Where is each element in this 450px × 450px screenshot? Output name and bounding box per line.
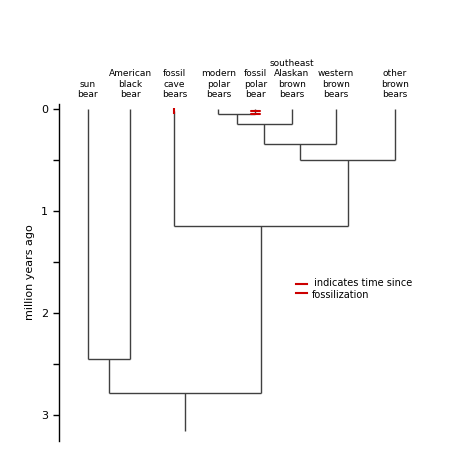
- Text: other
brown
bears: other brown bears: [381, 69, 409, 99]
- Text: southeast
Alaskan
brown
bears: southeast Alaskan brown bears: [270, 59, 315, 99]
- Text: modern
polar
bears: modern polar bears: [201, 69, 236, 99]
- Y-axis label: million years ago: million years ago: [25, 225, 36, 320]
- Text: indicates time since
fossilization: indicates time since fossilization: [311, 278, 413, 300]
- Text: western
brown
bears: western brown bears: [318, 69, 354, 99]
- Text: fossil
polar
bear: fossil polar bear: [243, 69, 267, 99]
- Text: sun
bear: sun bear: [77, 80, 98, 99]
- Text: fossil
cave
bears: fossil cave bears: [162, 69, 187, 99]
- Text: American
black
bear: American black bear: [108, 69, 152, 99]
